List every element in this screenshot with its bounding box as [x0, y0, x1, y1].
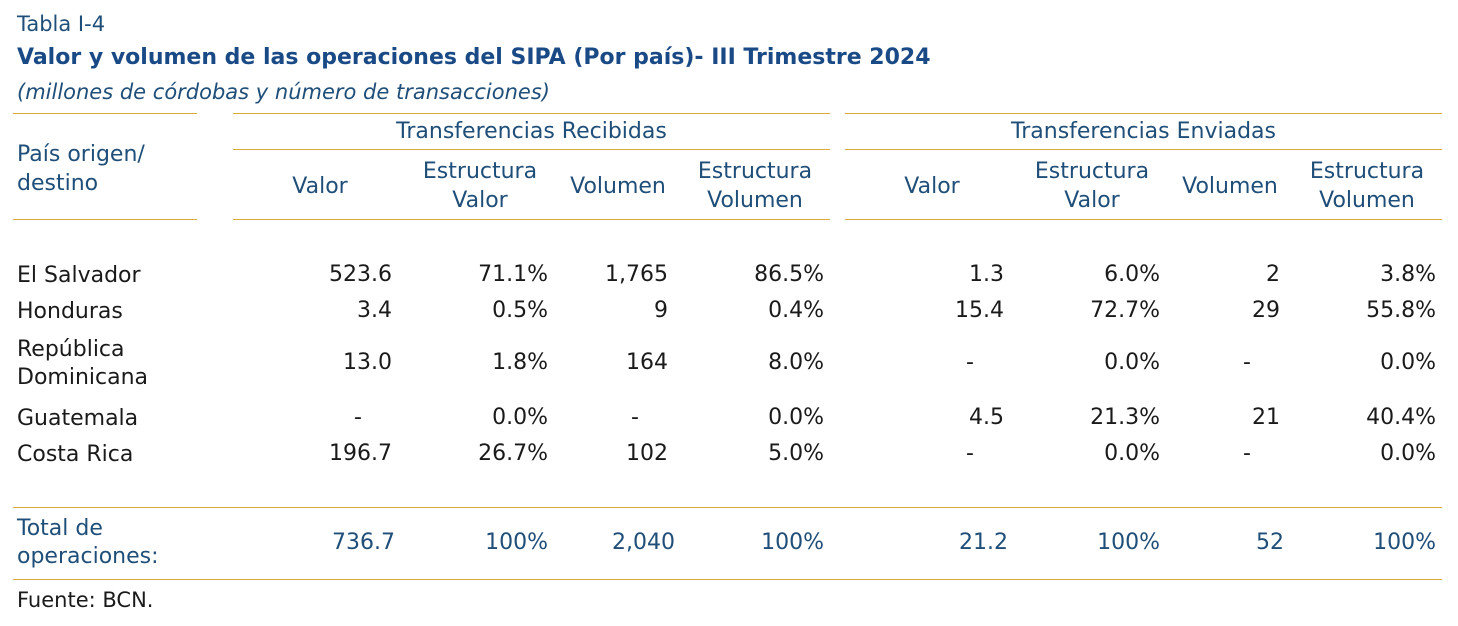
cell-r-est-volumen: 0.4% — [768, 298, 824, 323]
cell-s-est-volumen: 0.0% — [1380, 441, 1436, 466]
row-country: Honduras — [17, 299, 123, 324]
cell-r-est-volumen: 5.0% — [768, 441, 824, 466]
col-header-r-valor: Valor — [292, 174, 348, 199]
total-r-est-valor: 100% — [485, 530, 548, 555]
source-note: Fuente: BCN. — [17, 588, 154, 612]
col-header-s-est-volumen-l2: Volumen — [1319, 188, 1415, 213]
cell-s-est-volumen: 55.8% — [1366, 298, 1436, 323]
row-country-line2: Dominicana — [17, 365, 149, 390]
cell-r-est-volumen: 0.0% — [768, 405, 824, 430]
cell-s-est-volumen: 3.8% — [1380, 262, 1436, 287]
cell-r-est-valor: 71.1% — [478, 262, 548, 287]
total-r-valor: 736.7 — [332, 530, 395, 555]
row-country-line1: República — [17, 337, 125, 362]
header-bottom-rule-sent — [845, 219, 1442, 220]
col-header-s-est-valor: Estructura Valor — [1017, 157, 1167, 215]
header-top-rule-label — [13, 113, 197, 114]
cell-r-est-volumen: 8.0% — [768, 350, 824, 375]
header-bottom-rule-label — [13, 219, 197, 220]
group-header-sent: Transferencias Enviadas — [1011, 119, 1276, 144]
table-subtitle: (millones de córdobas y número de transa… — [17, 80, 550, 104]
cell-s-est-valor: 72.7% — [1090, 298, 1160, 323]
header-top-rule-sent — [845, 113, 1442, 114]
total-top-rule — [13, 507, 1442, 508]
col-header-r-est-volumen-l1: Estructura — [697, 159, 813, 184]
cell-s-valor: - — [966, 441, 974, 466]
row-country: El Salvador — [17, 263, 141, 288]
col-header-s-est-valor-l1: Estructura — [1034, 159, 1150, 184]
total-label-line2: operaciones: — [17, 544, 159, 569]
cell-s-est-valor: 21.3% — [1090, 405, 1160, 430]
cell-r-valor: 523.6 — [329, 262, 392, 287]
col-header-s-est-volumen: Estructura Volumen — [1292, 157, 1442, 215]
total-label: Total de operaciones: — [17, 515, 159, 571]
cell-s-est-valor: 6.0% — [1104, 262, 1160, 287]
col-header-r-volumen: Volumen — [570, 174, 666, 199]
cell-s-est-volumen: 0.0% — [1380, 350, 1436, 375]
cell-s-valor: - — [966, 350, 974, 375]
cell-s-volumen: 2 — [1266, 262, 1280, 287]
total-label-line1: Total de — [17, 516, 103, 541]
col-header-r-est-valor-l1: Estructura — [422, 159, 538, 184]
table-label: Tabla I-4 — [17, 12, 106, 36]
cell-s-est-valor: 0.0% — [1104, 441, 1160, 466]
col-header-s-est-valor-l2: Valor — [1064, 188, 1120, 213]
cell-r-volumen: 102 — [626, 441, 668, 466]
cell-r-volumen: - — [631, 405, 639, 430]
header-bottom-rule-received — [233, 219, 830, 220]
cell-r-volumen: 9 — [654, 298, 668, 323]
cell-r-volumen: 164 — [626, 350, 668, 375]
cell-r-valor: - — [354, 405, 362, 430]
row-header-line1: País origen/ — [17, 142, 145, 167]
cell-r-valor: 3.4 — [357, 298, 392, 323]
cell-r-valor: 13.0 — [343, 350, 392, 375]
cell-s-volumen: - — [1243, 350, 1251, 375]
group-header-received: Transferencias Recibidas — [396, 119, 667, 144]
cell-r-volumen: 1,765 — [605, 262, 668, 287]
cell-s-volumen: 21 — [1252, 405, 1280, 430]
row-country: República Dominicana — [17, 336, 148, 392]
cell-r-est-valor: 0.0% — [492, 405, 548, 430]
cell-s-est-volumen: 40.4% — [1366, 405, 1436, 430]
total-bottom-rule — [13, 579, 1442, 580]
cell-s-valor: 1.3 — [969, 262, 1004, 287]
col-header-s-est-volumen-l1: Estructura — [1309, 159, 1425, 184]
row-country: Guatemala — [17, 406, 139, 431]
row-header-line2: destino — [17, 171, 99, 196]
group-underline-received — [233, 149, 830, 150]
row-country: Costa Rica — [17, 442, 134, 467]
col-header-r-est-volumen-l2: Volumen — [707, 188, 803, 213]
cell-s-volumen: 29 — [1252, 298, 1280, 323]
cell-s-valor: 4.5 — [969, 405, 1004, 430]
col-header-s-valor: Valor — [904, 174, 960, 199]
col-header-s-volumen: Volumen — [1182, 174, 1278, 199]
group-underline-sent — [845, 149, 1442, 150]
cell-r-est-valor: 1.8% — [492, 350, 548, 375]
row-header-label: País origen/ destino — [17, 140, 145, 198]
col-header-r-est-volumen: Estructura Volumen — [680, 157, 830, 215]
cell-r-est-volumen: 86.5% — [754, 262, 824, 287]
total-s-est-valor: 100% — [1097, 530, 1160, 555]
total-r-volumen: 2,040 — [612, 530, 675, 555]
table-title: Valor y volumen de las operaciones del S… — [17, 45, 931, 70]
col-header-r-est-valor-l2: Valor — [452, 188, 508, 213]
cell-r-valor: 196.7 — [329, 441, 392, 466]
header-top-rule-received — [233, 113, 830, 114]
total-s-valor: 21.2 — [959, 530, 1008, 555]
cell-s-valor: 15.4 — [955, 298, 1004, 323]
col-header-r-est-valor: Estructura Valor — [405, 157, 555, 215]
cell-s-est-valor: 0.0% — [1104, 350, 1160, 375]
cell-r-est-valor: 0.5% — [492, 298, 548, 323]
total-s-est-volumen: 100% — [1373, 530, 1436, 555]
total-r-est-volumen: 100% — [761, 530, 824, 555]
total-s-volumen: 52 — [1256, 530, 1284, 555]
cell-r-est-valor: 26.7% — [478, 441, 548, 466]
cell-s-volumen: - — [1243, 441, 1251, 466]
